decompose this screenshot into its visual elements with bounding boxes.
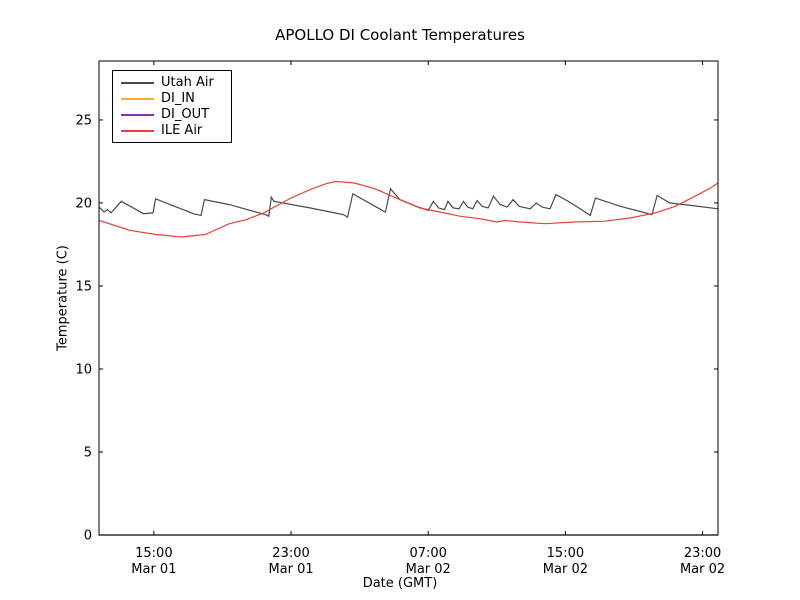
y-tick-label: 5 (84, 445, 92, 460)
x-tick-label-date: Mar 01 (268, 562, 313, 577)
legend-line-sample (121, 98, 154, 100)
x-tick-label-date: Mar 02 (406, 562, 451, 577)
legend-label: DI_IN (161, 91, 195, 106)
legend-entry: ILE Air (113, 123, 231, 139)
legend-line-sample (121, 114, 154, 116)
y-tick-label: 0 (84, 529, 92, 544)
series-line-utah-air (98, 187, 719, 219)
x-tick-label-time: 23:00 (684, 546, 721, 561)
x-tick-label-date: Mar 01 (131, 562, 176, 577)
legend-line-sample (121, 130, 154, 132)
legend-entry: DI_IN (113, 91, 231, 107)
legend-entry: Utah Air (113, 75, 231, 91)
x-tick-label-date: Mar 02 (543, 562, 588, 577)
y-tick-label: 15 (75, 279, 92, 294)
legend-label: ILE Air (161, 123, 203, 138)
x-tick-label-time: 15:00 (135, 546, 172, 561)
y-tick-label: 10 (75, 362, 92, 377)
legend-label: Utah Air (161, 75, 214, 90)
x-tick-label-time: 15:00 (547, 546, 584, 561)
x-tick-label-date: Mar 02 (680, 562, 725, 577)
chart-title: APOLLO DI Coolant Temperatures (275, 26, 525, 44)
plot-border (98, 60, 719, 536)
legend-entry: DI_OUT (113, 107, 231, 123)
legend-line-sample (121, 82, 154, 84)
x-axis-label: Date (GMT) (362, 576, 438, 591)
legend-label: DI_OUT (161, 107, 210, 122)
x-tick-label-time: 23:00 (272, 546, 309, 561)
series-line-ile-air (98, 180, 719, 238)
legend: Utah Air DI_IN DI_OUT ILE Air (112, 70, 232, 143)
y-tick-label: 25 (75, 113, 92, 128)
y-tick-label: 20 (75, 196, 92, 211)
x-tick-label-time: 07:00 (409, 546, 446, 561)
